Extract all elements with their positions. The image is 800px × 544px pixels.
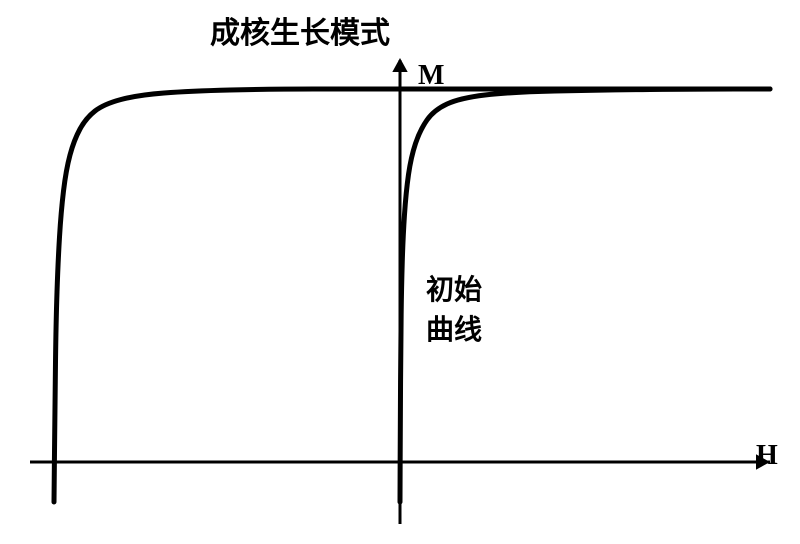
x-axis-label: H (756, 440, 778, 472)
plot-area (0, 0, 800, 544)
chart-title: 成核生长模式 (210, 8, 390, 52)
chart-container: 成核生长模式 M H 初始 曲线 (0, 0, 800, 544)
y-axis-label: M (418, 60, 444, 92)
initial-curve-annotation: 初始 曲线 (426, 268, 482, 348)
